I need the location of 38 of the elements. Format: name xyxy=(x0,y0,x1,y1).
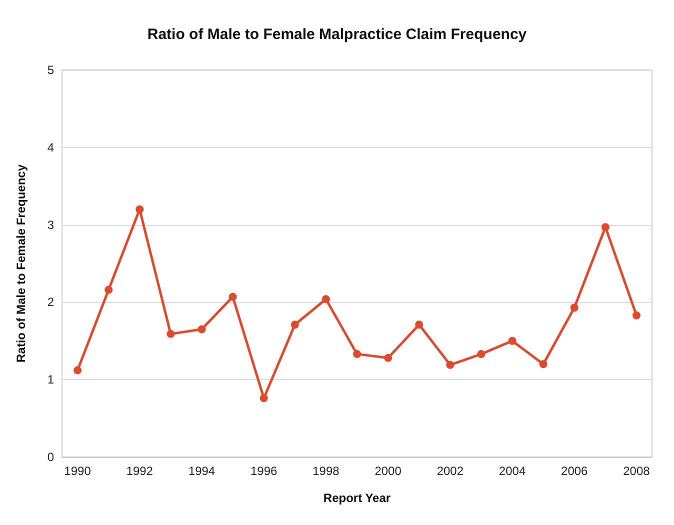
x-tick-label: 2002 xyxy=(436,464,464,478)
x-tick-label: 2000 xyxy=(374,464,402,478)
y-axis-title: Ratio of Male to Female Frequency xyxy=(14,164,28,363)
x-tick-label: 1990 xyxy=(64,464,92,478)
point xyxy=(601,223,610,232)
point xyxy=(136,205,144,214)
x-tick-label: 1998 xyxy=(312,464,340,478)
point xyxy=(198,325,206,334)
y-tick-label: 5 xyxy=(47,63,54,77)
point xyxy=(632,311,640,320)
y-tick-label: 4 xyxy=(47,140,54,154)
x-tick-label: 1996 xyxy=(250,464,278,478)
chart-title: Ratio of Male to Female Malpractice Claim Frequency xyxy=(147,26,528,43)
point xyxy=(570,304,578,312)
point xyxy=(322,295,330,304)
point xyxy=(415,320,424,329)
point xyxy=(74,366,82,374)
point xyxy=(384,354,392,362)
y-tick-label: 1 xyxy=(47,372,54,387)
x-tick-label: 2004 xyxy=(498,464,526,478)
point xyxy=(508,336,516,345)
y-tick-label: 3 xyxy=(47,218,54,232)
point xyxy=(290,320,299,329)
y-tick-label: 0 xyxy=(47,450,54,464)
point xyxy=(104,286,113,294)
point xyxy=(477,350,486,358)
point xyxy=(539,360,548,368)
point xyxy=(228,292,237,301)
x-tick-label: 2008 xyxy=(623,464,650,478)
x-axis-title: Report Year xyxy=(323,491,391,505)
point xyxy=(166,330,175,338)
x-tick-label: 2006 xyxy=(561,464,588,478)
x-tick-label: 1994 xyxy=(188,464,216,478)
point xyxy=(260,394,268,402)
y-tick-label: 2 xyxy=(47,295,54,310)
point xyxy=(446,360,454,369)
point xyxy=(353,350,361,358)
x-tick-label: 1992 xyxy=(126,464,154,478)
